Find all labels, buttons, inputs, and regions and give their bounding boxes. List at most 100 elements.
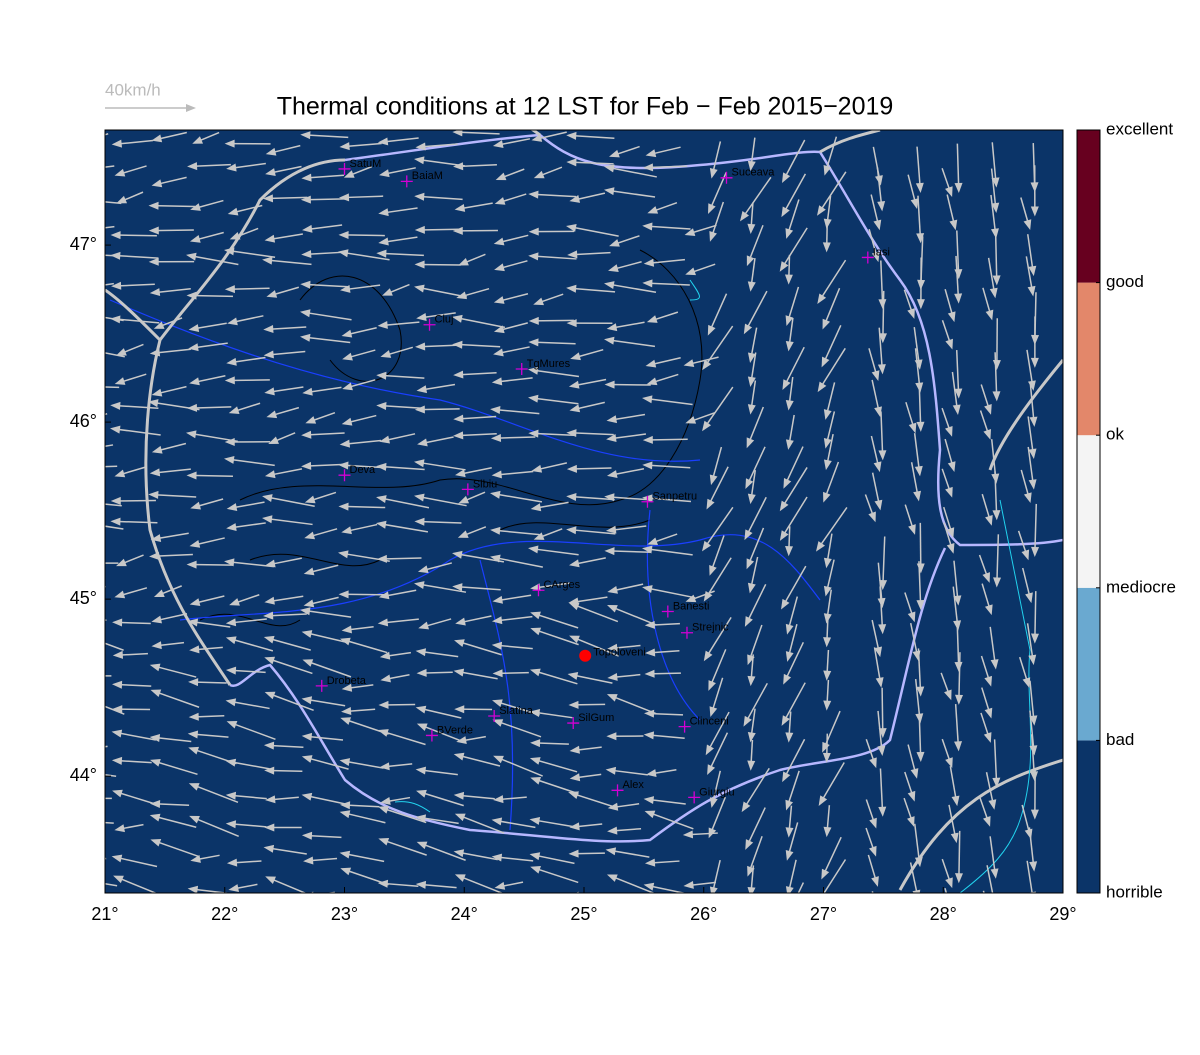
wind-arrow — [343, 235, 385, 236]
wind-arrow-head — [75, 632, 86, 639]
wind-arrow — [419, 264, 461, 265]
wind-arrow — [153, 206, 196, 207]
wind-arrow — [115, 235, 157, 236]
wind-arrow — [959, 831, 960, 879]
wind-arrow — [647, 439, 688, 440]
wind-arrow — [751, 895, 756, 926]
wind-arrow — [419, 409, 460, 410]
city-label: Slatina — [499, 705, 534, 717]
wind-arrow — [882, 688, 883, 734]
wind-arrow — [908, 897, 916, 928]
wind-arrow — [419, 229, 460, 230]
colorbar-segment — [1077, 435, 1100, 588]
colorbar-segment — [1077, 130, 1100, 283]
wind-arrow — [229, 288, 270, 289]
x-tick-label: 24° — [451, 904, 478, 924]
wind-arrow-head — [72, 196, 82, 204]
wind-arrow — [80, 746, 108, 749]
x-tick-label: 27° — [810, 904, 837, 924]
scale-label: 40km/h — [105, 80, 161, 99]
wind-arrow-head — [911, 921, 919, 932]
colorbar-label: horrible — [1106, 882, 1163, 901]
wind-arrow-head — [72, 519, 82, 527]
wind-arrow-head — [72, 310, 83, 318]
wind-arrow-head — [74, 166, 84, 174]
wind-arrow-head — [76, 745, 86, 753]
wind-arrow-head — [73, 463, 83, 471]
city-label: Sanpetru — [652, 491, 697, 503]
colorbar-label: mediocre — [1106, 577, 1176, 596]
site-marker — [579, 650, 591, 662]
city-label: Sibiu — [473, 478, 497, 490]
city-label: Strejnic — [692, 622, 729, 634]
wind-arrow-head — [74, 876, 85, 884]
wind-arrow — [191, 565, 233, 566]
city-label: Cluj — [435, 314, 454, 326]
wind-arrow-head — [72, 498, 82, 506]
wind-arrow — [1031, 898, 1034, 941]
wind-arrow — [381, 558, 422, 559]
colorbar-label: ok — [1106, 425, 1124, 444]
city-label: CArges — [543, 579, 580, 591]
city-label: BaiaM — [412, 170, 443, 182]
city-label: BVerde — [437, 724, 473, 736]
wind-arrow-head — [77, 137, 88, 145]
wind-arrow-head — [74, 284, 84, 292]
wind-arrow — [1035, 591, 1036, 639]
wind-arrow — [153, 230, 194, 231]
map-background — [105, 130, 1063, 893]
wind-arrow — [533, 320, 574, 321]
colorbar: horrible bad mediocre ok good excellent — [1077, 119, 1176, 901]
city-label: Deva — [350, 464, 377, 476]
wind-arrow-head — [76, 858, 87, 866]
wind-arrow-head — [75, 694, 86, 701]
wind-arrow-head — [783, 914, 791, 925]
wind-arrow — [191, 295, 233, 296]
scale-arrow-head — [186, 104, 196, 112]
x-tick-label: 28° — [930, 904, 957, 924]
map-title: Thermal conditions at 12 LST for Feb − F… — [277, 93, 894, 121]
wind-arrow — [156, 897, 184, 900]
wind-arrow — [81, 620, 106, 629]
wind-arrow — [996, 236, 997, 282]
x-tick-label: 22° — [211, 904, 238, 924]
city-label: Giurgiu — [699, 786, 734, 798]
wind-arrow — [573, 894, 604, 896]
wind-arrow-head — [74, 672, 84, 680]
wind-arrow — [571, 468, 612, 469]
wind-arrow-head — [152, 895, 162, 903]
colorbar-label: bad — [1106, 730, 1134, 749]
wind-arrow — [229, 380, 270, 381]
colorbar-segment — [1077, 588, 1100, 741]
wind-arrow — [872, 891, 879, 924]
wind-arrow-head — [74, 794, 84, 802]
colorbar-label: good — [1106, 272, 1144, 291]
city-label: TgMures — [527, 358, 571, 370]
wind-arrow-head — [78, 623, 89, 630]
colorbar-label: excellent — [1106, 119, 1173, 138]
colorbar-segment — [1077, 283, 1100, 436]
wind-arrow — [609, 385, 651, 386]
wind-arrow-head — [748, 919, 756, 930]
wind-arrow — [81, 134, 109, 143]
x-tick-label: 25° — [570, 904, 597, 924]
x-tick-label: 26° — [690, 904, 717, 924]
city-label: Suceava — [732, 167, 776, 179]
y-tick-label: 46° — [70, 411, 97, 431]
y-tick-label: 45° — [70, 588, 97, 608]
city-label: Iasi — [873, 246, 890, 258]
site-label: Topoloveni — [593, 647, 646, 659]
wind-arrow-head — [816, 929, 825, 940]
wind-arrow-head — [72, 382, 82, 390]
city-label: Clinceni — [690, 715, 729, 727]
x-tick-label: 23° — [331, 904, 358, 924]
wind-arrow — [191, 475, 233, 476]
wind-arrow-head — [1030, 934, 1038, 944]
wind-arrow — [883, 291, 884, 339]
wind-arrow-head — [72, 344, 83, 352]
wind-arrow — [983, 891, 991, 920]
wind-arrow-head — [874, 918, 882, 929]
city-label: Drobeta — [327, 675, 367, 687]
